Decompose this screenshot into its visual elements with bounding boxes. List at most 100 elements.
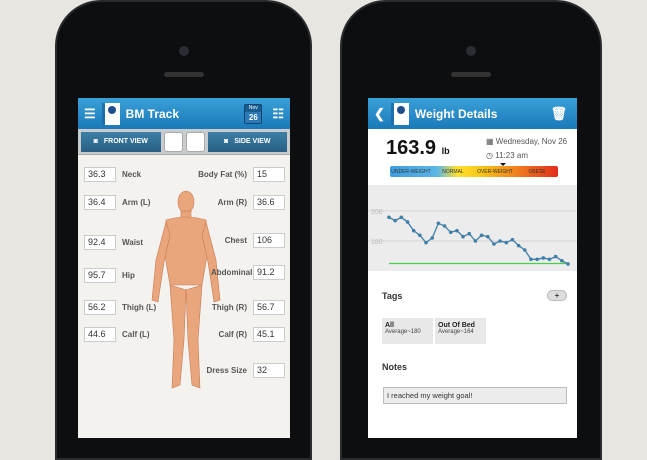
measurement-label: Calf (R) [218, 330, 247, 339]
view-toolbar: ◙ FRONT VIEW ◙ SIDE VIEW [78, 129, 290, 155]
front-view-label: FRONT VIEW [103, 138, 148, 145]
notes-input[interactable]: I reached my weight goal! [383, 387, 567, 404]
tag-name: All [385, 322, 394, 329]
bmi-obese: OBESE [528, 168, 546, 175]
data-point [418, 233, 422, 238]
measurement-calf-l: 44.6 Calf (L) [84, 327, 150, 342]
measurement-input[interactable]: 15 [253, 167, 285, 182]
camera-icon: ◙ [224, 138, 229, 145]
measurement-waist: 92.4 Waist [84, 235, 143, 250]
tag-out-of-bed[interactable]: Out Of Bed Average~164 [435, 318, 486, 344]
measurement-label: Neck [122, 170, 142, 179]
data-point [479, 233, 484, 238]
y-tick-label: 180 [371, 239, 383, 246]
data-point [424, 240, 428, 245]
weight-number: 163.9 [386, 137, 437, 159]
data-point [393, 218, 397, 223]
time-text: ◷ 11:23 am [486, 151, 528, 160]
camera-icon: ◙ [93, 138, 98, 145]
measurement-input[interactable]: 36.4 [84, 195, 116, 210]
data-point [461, 234, 465, 239]
weight-value: 163.9 lb [386, 137, 450, 160]
bmi-normal: NORMAL [442, 168, 464, 175]
measurement-label: Arm (R) [217, 198, 247, 207]
date-button[interactable]: Nov 26 [244, 103, 263, 124]
notes-title: Notes [382, 362, 408, 372]
measurement-input[interactable]: 45.1 [253, 327, 285, 342]
data-point [436, 221, 441, 226]
bmi-over: OVER-WEIGHT [477, 168, 513, 175]
time-value: 11:23 am [495, 151, 528, 160]
trash-icon[interactable]: 🗑 [550, 105, 567, 121]
thumbnail-2[interactable] [185, 131, 205, 152]
measurement-input[interactable]: 56.2 [84, 300, 116, 315]
measurement-dress-size: Dress Size 32 [207, 363, 285, 378]
date-day: 26 [245, 111, 262, 123]
data-point [387, 215, 391, 220]
app-header: ☰ BM Track Nov 26 ☷ [78, 98, 290, 129]
measurement-input[interactable]: 32 [253, 363, 285, 378]
tag-average: Average~164 [438, 329, 474, 335]
clock-icon: ◷ [486, 151, 493, 160]
bmi-bar: UNDER-WEIGHT NORMAL OVER-WEIGHT OBESE [390, 163, 558, 177]
list-icon[interactable]: ☷ [272, 105, 284, 121]
left-phone: ☰ BM Track Nov 26 ☷ ◙ FRONT VIEW ◙ SIDE VIE… [55, 0, 312, 460]
tag-all[interactable]: All Average~180 [382, 318, 433, 344]
measurement-input[interactable]: 44.6 [84, 327, 116, 342]
data-point [448, 230, 453, 235]
data-point [504, 240, 509, 245]
measurement-thigh-r: Thigh (R) 56.7 [212, 300, 285, 315]
right-phone: ❮ Weight Details 🗑 163.9 lb ▦ Wednesday,… [340, 0, 602, 460]
measurement-label: Hip [122, 271, 135, 280]
measurement-label: Chest [224, 236, 247, 245]
thumbnail-1[interactable] [163, 131, 183, 152]
weight-chart: 200 180 [368, 185, 577, 271]
measurement-chest: Chest 106 [225, 233, 285, 248]
weight-unit: lb [441, 146, 450, 156]
weight-summary: 163.9 lb ▦ Wednesday, Nov 26 ◷ 11:23 am … [368, 129, 577, 185]
bmi-marker [499, 163, 506, 169]
measurement-input[interactable]: 36.3 [84, 167, 116, 182]
app-header: ❮ Weight Details 🗑 [368, 98, 577, 129]
add-tag-button[interactable]: + [547, 290, 567, 301]
measurement-input[interactable]: 95.7 [84, 268, 116, 283]
side-view-label: SIDE VIEW [234, 138, 271, 145]
data-point [485, 234, 490, 239]
measurement-arm-l: 36.4 Arm (L) [84, 195, 150, 210]
tag-average: Average~180 [385, 329, 421, 335]
measurement-body-fat: Body Fat (%) 15 [198, 167, 285, 182]
data-point [510, 237, 515, 242]
measurement-label: Abdominal [211, 268, 253, 277]
data-point [405, 220, 410, 224]
data-point [553, 254, 558, 259]
camera [466, 46, 476, 56]
data-point [442, 224, 447, 228]
data-point [529, 257, 533, 262]
data-point [399, 215, 404, 220]
measurement-thigh-l: 56.2 Thigh (L) [84, 300, 156, 315]
date-month: Nov [248, 104, 258, 111]
tag-name: Out Of Bed [438, 322, 475, 329]
screen-title: Weight Details [414, 106, 498, 121]
measurement-input[interactable]: 92.4 [84, 235, 116, 250]
measurement-input[interactable]: 36.6 [253, 195, 285, 210]
app-logo [390, 102, 409, 125]
data-point [566, 262, 570, 266]
measurement-input[interactable]: 106 [253, 233, 285, 248]
measurement-input[interactable]: 91.2 [253, 265, 285, 280]
measurement-arm-r: Arm (R) 36.6 [218, 195, 285, 210]
data-point [430, 236, 435, 240]
menu-icon[interactable]: ☰ [84, 105, 96, 121]
data-point [535, 257, 539, 262]
speaker [451, 72, 491, 77]
front-view-button[interactable]: ◙ FRONT VIEW [81, 131, 161, 152]
data-point [411, 228, 416, 233]
bm-track-screen: ☰ BM Track Nov 26 ☷ ◙ FRONT VIEW ◙ SIDE VIE… [78, 98, 290, 438]
measurement-input[interactable]: 56.7 [253, 300, 285, 315]
side-view-button[interactable]: ◙ SIDE VIEW [207, 131, 287, 152]
data-point [560, 258, 564, 263]
bmi-under: UNDER-WEIGHT [391, 168, 431, 175]
back-icon[interactable]: ❮ [374, 105, 385, 121]
data-point [522, 248, 527, 252]
measurement-calf-r: Calf (R) 45.1 [219, 327, 285, 342]
